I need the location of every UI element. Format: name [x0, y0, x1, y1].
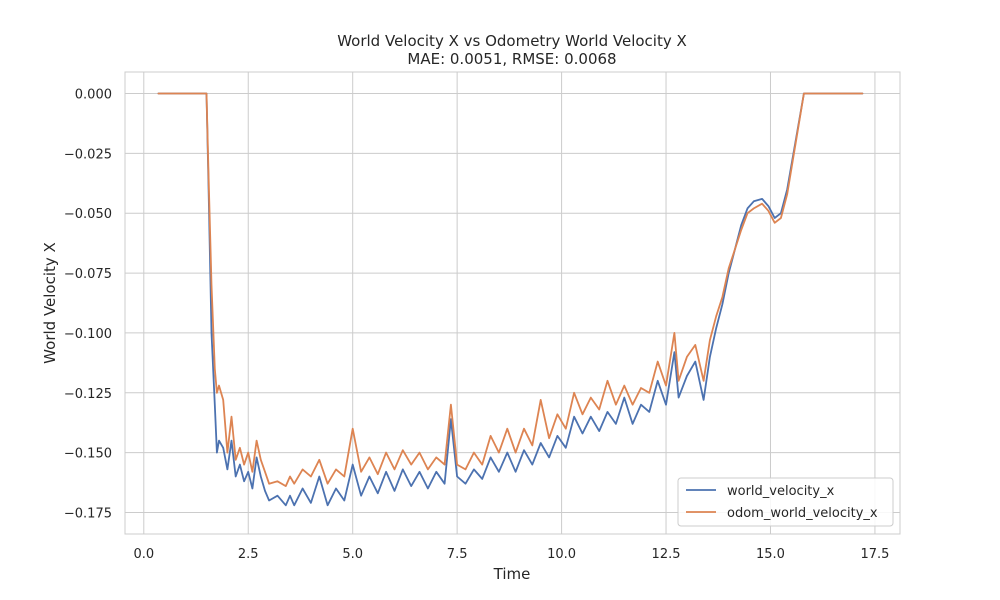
x-tick-label: 17.5 — [860, 547, 889, 562]
x-tick-labels: 0.0 2.5 5.0 7.5 10.0 12.5 15.0 17.5 — [133, 547, 889, 562]
chart-title: World Velocity X vs Odometry World Veloc… — [337, 32, 687, 50]
series-line-odom-world-velocity-x — [157, 92, 864, 488]
y-tick-label: 0.000 — [75, 88, 112, 103]
series-layer — [157, 92, 864, 507]
y-axis-title: World Velocity X — [41, 242, 59, 364]
x-tick-label: 10.0 — [547, 547, 576, 562]
y-tick-labels: 0.000 −0.025 −0.050 −0.075 −0.100 −0.125 −0.15… — [64, 88, 112, 522]
chart-subtitle: MAE: 0.0051, RMSE: 0.0068 — [407, 50, 616, 68]
x-tick-label: 12.5 — [652, 547, 681, 562]
y-tick-label: −0.025 — [64, 147, 112, 162]
x-tick-label: 15.0 — [756, 547, 785, 562]
y-tick-label: −0.050 — [64, 207, 112, 222]
x-tick-label: 0.0 — [133, 547, 154, 562]
x-tick-label: 2.5 — [238, 547, 259, 562]
y-tick-label: −0.100 — [64, 327, 112, 342]
legend-label-odom-world-velocity-x: odom_world_velocity_x — [727, 506, 878, 521]
series-line-world-velocity-x — [157, 92, 864, 507]
x-tick-label: 5.0 — [342, 547, 363, 562]
x-axis-title: Time — [493, 565, 531, 583]
legend-box — [677, 477, 894, 527]
y-tick-label: −0.075 — [64, 267, 112, 282]
y-tick-label: −0.175 — [64, 506, 112, 521]
legend-label-world-velocity-x: world_velocity_x — [727, 484, 835, 499]
y-tick-label: −0.125 — [64, 387, 112, 402]
legend: world_velocity_x odom_world_velocity_x — [677, 477, 894, 527]
x-tick-label: 7.5 — [447, 547, 468, 562]
y-tick-label: −0.150 — [64, 447, 112, 462]
